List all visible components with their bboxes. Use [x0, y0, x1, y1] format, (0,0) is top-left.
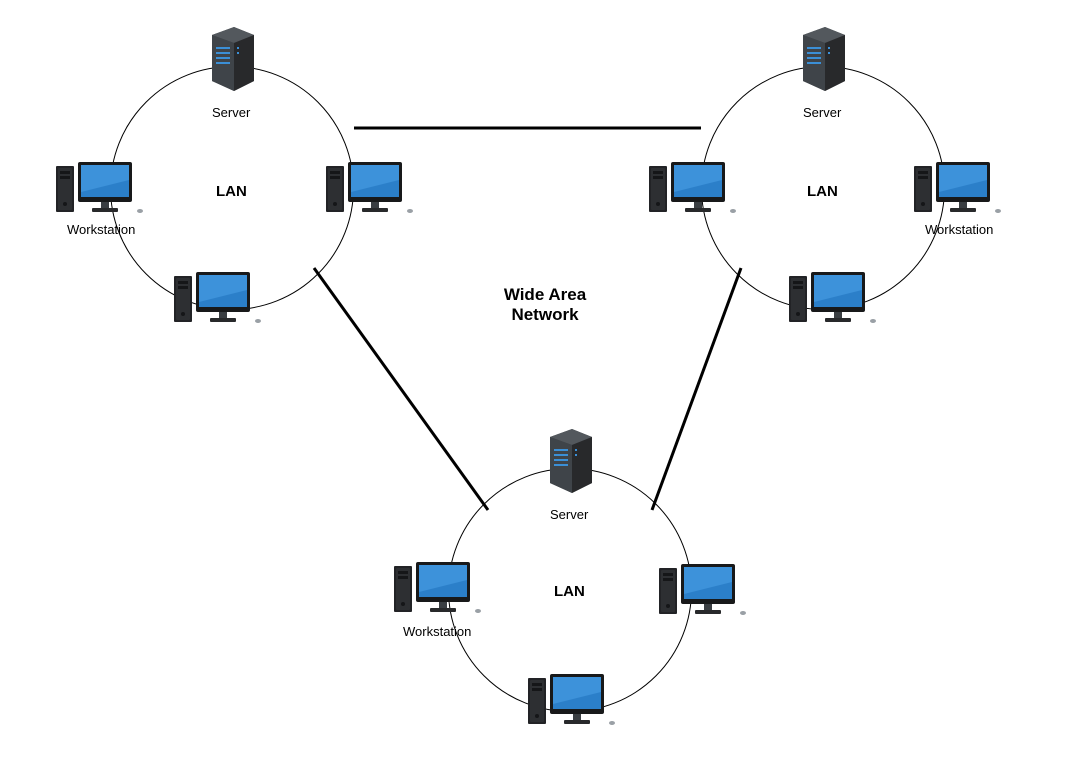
server-node: [192, 25, 274, 100]
workstation-node: [326, 156, 416, 221]
workstation-icon: [659, 558, 749, 618]
workstation-node: [56, 156, 146, 221]
workstation-icon: [326, 156, 416, 216]
workstation-node: [914, 156, 1004, 221]
connection-line: [652, 268, 741, 510]
workstation-icon: [649, 156, 739, 216]
connection-line: [314, 268, 488, 510]
server-label: Server: [803, 105, 841, 120]
title-line2: Network: [485, 305, 605, 325]
lan-label: LAN: [807, 183, 838, 200]
server-node: [783, 25, 865, 100]
workstation-node: [789, 266, 879, 331]
lan-label: LAN: [554, 583, 585, 600]
workstation-node: [659, 558, 749, 623]
workstation-node: [528, 668, 618, 733]
server-icon: [192, 25, 274, 95]
diagram-title: Wide Area Network: [485, 285, 605, 325]
workstation-label: Workstation: [67, 222, 135, 237]
workstation-icon: [528, 668, 618, 728]
server-label: Server: [212, 105, 250, 120]
workstation-icon: [914, 156, 1004, 216]
server-icon: [783, 25, 865, 95]
server-label: Server: [550, 507, 588, 522]
server-node: [530, 427, 612, 502]
workstation-icon: [56, 156, 146, 216]
workstation-label: Workstation: [403, 624, 471, 639]
workstation-icon: [789, 266, 879, 326]
title-line1: Wide Area: [485, 285, 605, 305]
lan-label: LAN: [216, 183, 247, 200]
workstation-icon: [394, 556, 484, 616]
workstation-node: [174, 266, 264, 331]
workstation-label: Workstation: [925, 222, 993, 237]
workstation-node: [649, 156, 739, 221]
workstation-node: [394, 556, 484, 621]
server-icon: [530, 427, 612, 497]
workstation-icon: [174, 266, 264, 326]
diagram-canvas: LAN LAN LAN Wide Area Network: [0, 0, 1089, 767]
